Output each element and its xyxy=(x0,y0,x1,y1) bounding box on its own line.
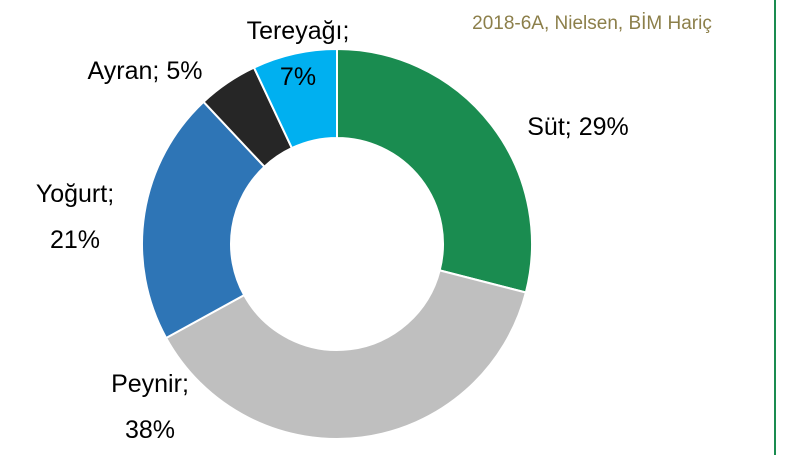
data-label: Tereyağı; 7% xyxy=(247,17,350,91)
data-label: Peynir; 38% xyxy=(111,370,189,444)
slice xyxy=(164,269,528,440)
category-name: Süt xyxy=(527,113,565,141)
data-label: Yoğurt; 21% xyxy=(36,180,114,254)
separator: ; xyxy=(565,113,579,141)
value-label: 29% xyxy=(579,113,629,141)
slice xyxy=(141,100,266,340)
data-label: Ayran; 5% xyxy=(88,57,203,85)
chart-subtitle: 2018-6A, Nielsen, BİM Hariç xyxy=(472,13,712,34)
value-label: 5% xyxy=(166,57,202,85)
separator: ; xyxy=(182,370,189,398)
donut xyxy=(141,47,533,440)
category-name: Tereyağı xyxy=(247,17,343,45)
value-label: 7% xyxy=(280,63,316,91)
category-name: Peynir xyxy=(111,370,182,398)
separator: ; xyxy=(152,57,166,85)
category-name: Yoğurt xyxy=(36,180,107,208)
slice xyxy=(336,47,533,294)
data-label: Süt; 29% xyxy=(527,113,628,141)
separator: ; xyxy=(107,180,114,208)
value-label: 21% xyxy=(50,226,100,254)
category-name: Ayran xyxy=(88,57,153,85)
slice xyxy=(252,47,338,150)
value-label: 38% xyxy=(125,416,175,444)
separator: ; xyxy=(342,17,349,45)
labels: Süt; 29%Peynir; 38%Yoğurt; 21%Ayran; 5%Ter… xyxy=(36,17,629,444)
